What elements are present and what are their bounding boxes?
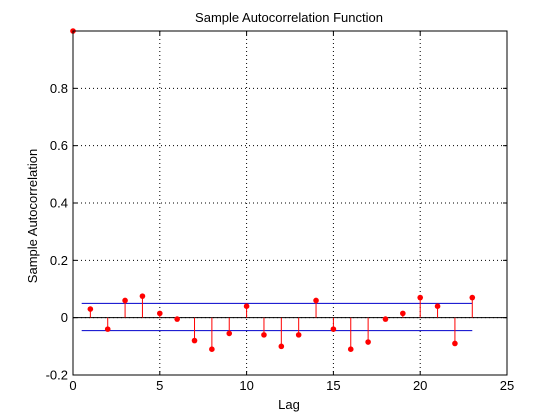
y-tick-label: -0.2 (46, 368, 68, 383)
acf-point (295, 332, 302, 338)
acf-point (87, 306, 94, 312)
acf-point (174, 316, 180, 322)
y-tick-label: 0.2 (50, 253, 68, 268)
x-tick-label: 10 (239, 378, 253, 393)
x-axis-label: Lag (278, 397, 300, 412)
acf-point (330, 326, 337, 332)
acf-point (122, 297, 128, 304)
y-axis-label: Sample Autocorrelation (25, 149, 40, 283)
x-tick-label: 0 (69, 378, 76, 393)
grid-lines (73, 31, 507, 375)
y-tick-label: 0.4 (50, 196, 68, 211)
acf-point (226, 330, 233, 337)
acf-point (347, 346, 354, 353)
y-tick-label: 0 (61, 310, 68, 325)
acf-point (139, 293, 146, 299)
acf-point (452, 340, 458, 347)
acf-point (157, 310, 163, 317)
x-tick-label: 15 (326, 378, 340, 393)
axis-ticks: 0 5 10 15 20 25-0.200.20.40.60.8 (46, 31, 514, 393)
x-tick-label: 5 (156, 378, 163, 393)
x-tick-label: 20 (413, 378, 427, 393)
y-tick-label: 0.6 (50, 138, 68, 153)
acf-point (313, 297, 319, 304)
acf-point (191, 337, 198, 344)
acf-point (400, 310, 406, 317)
acf-point (382, 316, 389, 322)
acf-point (104, 326, 111, 332)
acf-point (278, 343, 285, 350)
acf-point (469, 294, 476, 301)
acf-point (417, 294, 424, 301)
acf-point (365, 339, 371, 345)
acf-point (209, 346, 215, 353)
acf-point (243, 303, 250, 310)
y-tick-label: 0.8 (50, 81, 68, 96)
confidence-bounds (81, 302, 473, 332)
x-tick-label: 25 (500, 378, 514, 393)
chart-title: Sample Autocorrelation Function (195, 10, 383, 25)
acf-point (434, 303, 441, 310)
acf-point (261, 332, 267, 338)
